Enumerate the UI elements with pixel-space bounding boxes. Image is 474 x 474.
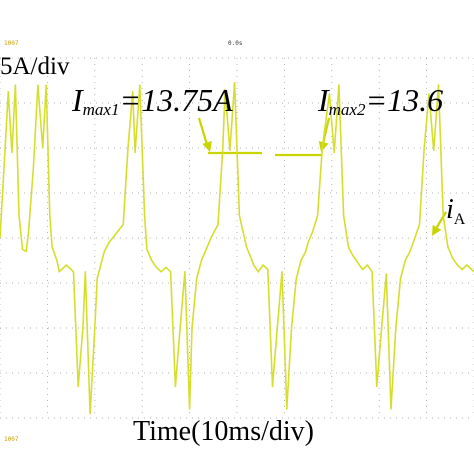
annotation-imax1: Imax1=13.75A xyxy=(72,84,233,118)
annotation-markers xyxy=(197,117,447,236)
x-axis-label: Time(10ms/div) xyxy=(133,416,314,447)
series-label-sub: A xyxy=(453,210,466,228)
annotation-imax2-sub: max2 xyxy=(328,100,366,119)
series-label-arrow-head xyxy=(432,224,442,236)
imax1-arrow-head xyxy=(202,140,212,152)
imax2-arrow-head xyxy=(318,141,329,152)
annotation-imax2-main: I xyxy=(318,82,329,118)
series-line-iA xyxy=(0,82,474,415)
annotation-imax2-value: =13.6 xyxy=(365,82,444,118)
osd-readout-bottom-left: 1007 xyxy=(4,436,19,443)
osd-readout-top-center: 0.0s xyxy=(228,40,243,47)
series-label-iA: iA xyxy=(446,196,465,228)
annotation-imax1-main: I xyxy=(72,82,83,118)
series-label-main: i xyxy=(446,194,454,225)
osd-readout-top-left: 1007 xyxy=(4,40,19,47)
y-axis-label: 5A/div xyxy=(0,53,70,80)
annotation-imax1-value: =13.75A xyxy=(119,82,233,118)
annotation-imax2: Imax2=13.6 xyxy=(318,84,443,118)
annotation-imax1-sub: max1 xyxy=(82,100,120,119)
